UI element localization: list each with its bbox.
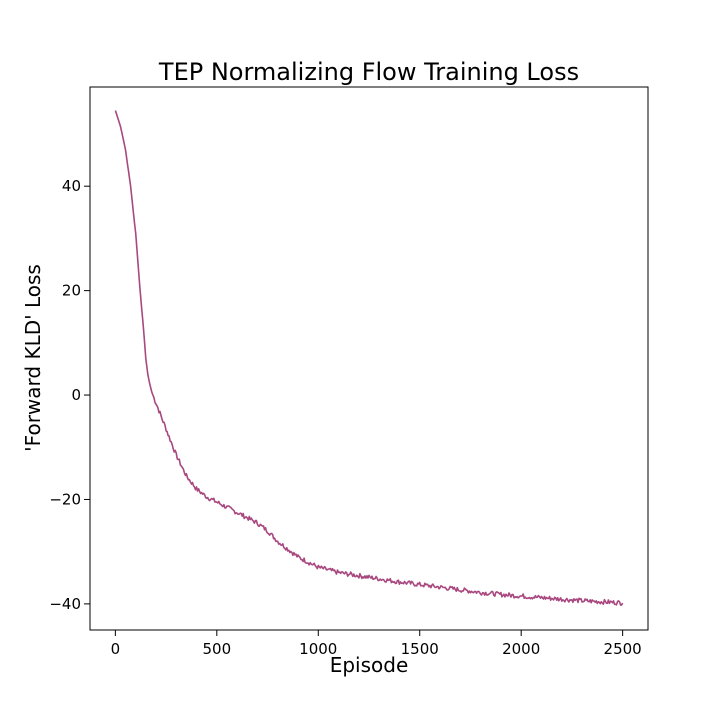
chart-title: TEP Normalizing Flow Training Loss <box>158 58 579 86</box>
plot-frame <box>89 86 649 631</box>
x-tick-label: 1000 <box>299 640 337 658</box>
y-tick-label: 20 <box>62 282 81 300</box>
y-tick-label: 0 <box>71 386 81 404</box>
x-axis-label: Episode <box>330 653 409 677</box>
y-tick-label: −20 <box>49 490 81 508</box>
x-tick-label: 0 <box>111 640 121 658</box>
plot-area <box>114 110 624 606</box>
x-tick-label: 2000 <box>502 640 540 658</box>
x-tick-label: 1500 <box>401 640 439 658</box>
x-tick-label: 500 <box>202 640 231 658</box>
x-axis: 0 500 1000 1500 2000 2500 <box>111 630 642 658</box>
loss-series-line <box>114 110 624 606</box>
x-tick-label: 2500 <box>604 640 642 658</box>
y-tick-label: 40 <box>62 177 81 195</box>
y-axis: −40 −20 0 20 40 <box>49 177 90 613</box>
y-tick-label: −40 <box>49 595 81 613</box>
y-axis-label: 'Forward KLD' Loss <box>21 264 45 452</box>
